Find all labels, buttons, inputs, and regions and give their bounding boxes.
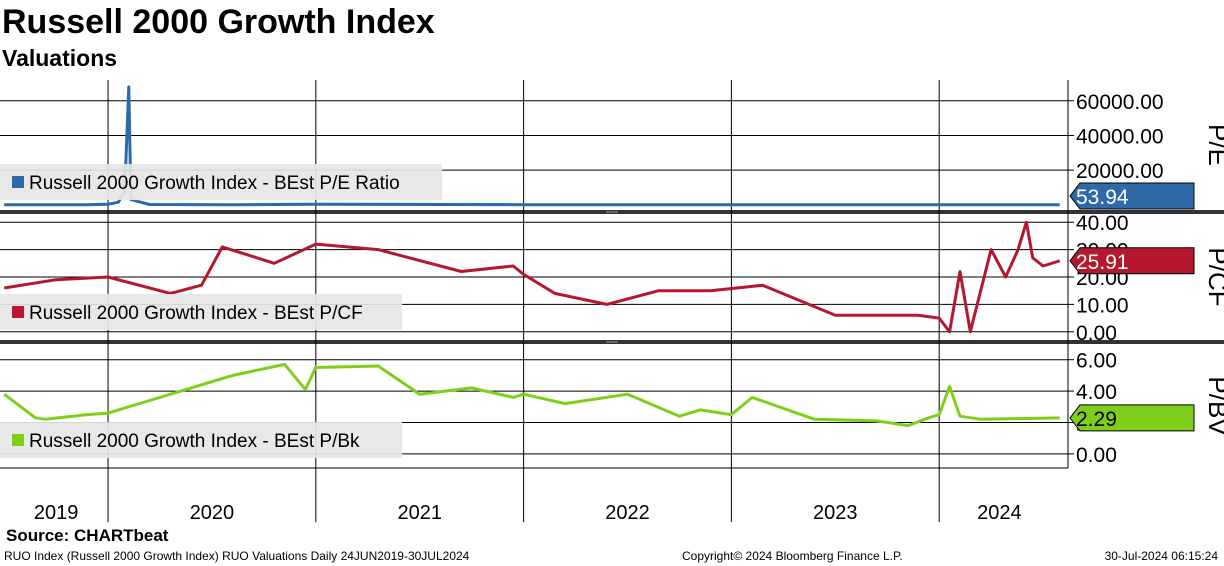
y-tick-label: 0.00 [1076,322,1117,345]
legend-box [0,294,402,330]
last-value-flag [1069,404,1195,432]
y-axis-title: P/E [1203,124,1224,166]
x-tick-label: 2022 [605,502,650,524]
y-axis-title: P/CF [1203,247,1224,306]
legend-label: Russell 2000 Growth Index - BEst P/Bk [29,431,360,452]
y-tick-label: 10.00 [1076,294,1129,317]
source-note: Source: CHARTbeat [6,526,169,545]
x-tick-label: 2019 [34,502,79,524]
y-tick-label: 6.00 [1076,350,1117,373]
x-tick-label: 2024 [977,502,1022,524]
last-value-label: 2.29 [1076,408,1117,431]
footer-timestamp: 30-Jul-2024 06:15:24 [1104,549,1218,563]
x-tick-label: 2021 [397,502,442,524]
y-tick-label: 40.00 [1076,212,1129,235]
series-line-pe [4,85,1060,207]
series-line-pcf [3,220,1061,334]
chart-subtitle: Valuations [2,45,118,71]
x-tick-label: 2020 [190,502,235,524]
y-tick-label: 60000.00 [1076,91,1164,114]
y-tick-label: 4.00 [1076,381,1117,404]
footer-copyright: Copyright© 2024 Bloomberg Finance L.P. [682,549,903,563]
legend-swatch [12,434,24,446]
y-tick-label: 40000.00 [1076,125,1164,148]
footer-description: RUO Index (Russell 2000 Growth Index) RU… [4,549,470,563]
x-tick-label: 2023 [813,502,858,524]
chart-title: Russell 2000 Growth Index [2,3,435,41]
legend-label: Russell 2000 Growth Index - BEst P/E Rat… [29,173,400,194]
series-line-pbk [3,362,1060,428]
y-tick-label: 20000.00 [1076,160,1164,183]
legend-swatch [12,306,24,318]
last-value-flag [1069,182,1195,210]
legend-label: Russell 2000 Growth Index - BEst P/CF [29,303,363,324]
legend-box [0,164,442,200]
y-axis-title: P/BV [1203,376,1224,436]
last-value-flag [1069,247,1195,275]
y-tick-label: 0.00 [1076,444,1117,467]
legend-box [0,422,402,458]
last-value-label: 53.94 [1076,186,1129,209]
legend-swatch [12,176,24,188]
last-value-label: 25.91 [1076,251,1129,274]
